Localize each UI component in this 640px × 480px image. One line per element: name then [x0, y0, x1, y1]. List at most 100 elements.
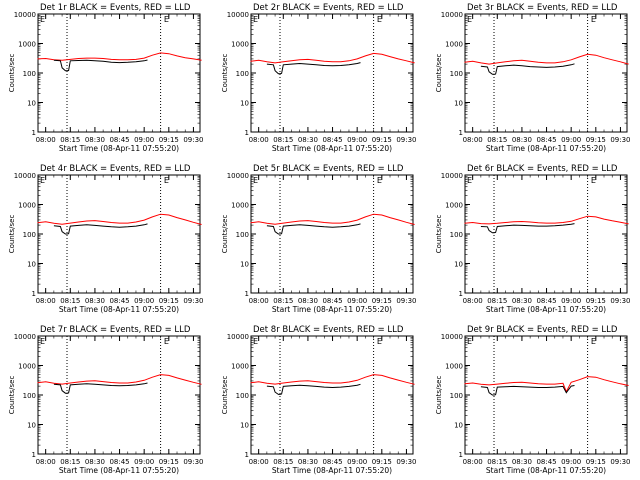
x-tick-label: 09:30 — [610, 136, 630, 144]
x-tick-label: 09:30 — [396, 297, 416, 305]
y-axis-label: Counts/sec — [8, 215, 16, 254]
y-axis-label: Counts/sec — [435, 54, 443, 93]
x-tick-label: 08:00 — [463, 136, 483, 144]
y-tick-label: 1 — [32, 129, 36, 137]
y-tick-label: 10000 — [14, 172, 36, 180]
y-tick-label: 10 — [27, 422, 36, 430]
chart-title: Det 7r BLACK = Events, RED = LLD — [40, 325, 191, 335]
x-tick-label: 08:30 — [512, 297, 532, 305]
x-tick-label: 08:45 — [536, 136, 556, 144]
x-tick-label: 09:00 — [561, 136, 581, 144]
chart-panel: Det 9r BLACK = Events, RED = LLD 1 10 100 10… — [435, 325, 631, 475]
lld-series-line — [250, 52, 415, 64]
y-tick-label: 10000 — [441, 172, 463, 180]
events-series-line — [266, 62, 361, 75]
x-tick-label: 08:45 — [536, 297, 556, 305]
y-tick-label: 100 — [23, 231, 36, 239]
y-tick-label: 1000 — [18, 41, 36, 49]
y-tick-label: 10000 — [14, 11, 36, 19]
y-axis-label: Counts/sec — [221, 54, 229, 93]
x-tick-label: 08:00 — [463, 297, 483, 305]
x-tick-label: 08:30 — [85, 458, 105, 466]
plot-frame — [464, 174, 628, 294]
lld-series-line — [464, 53, 629, 65]
x-tick-label: 09:15 — [159, 458, 179, 466]
x-tick-label: 09:00 — [134, 136, 154, 144]
lld-series-line — [464, 376, 629, 393]
plot-frame — [37, 13, 201, 133]
x-axis-label: Start Time (08-Apr-11 07:55:20) — [59, 144, 179, 153]
x-tick-label: 08:15 — [487, 297, 507, 305]
x-axis-label: Start Time (08-Apr-11 07:55:20) — [272, 305, 392, 314]
chart-title: Det 6r BLACK = Events, RED = LLD — [467, 164, 618, 174]
plot-frame — [37, 174, 201, 294]
y-tick-label: 10000 — [441, 333, 463, 341]
x-tick-label: 09:15 — [159, 297, 179, 305]
x-axis-label: Start Time (08-Apr-11 07:55:20) — [272, 144, 392, 153]
chart-title: Det 2r BLACK = Events, RED = LLD — [253, 3, 404, 13]
chart-title: Det 3r BLACK = Events, RED = LLD — [467, 3, 618, 13]
x-tick-label: 08:30 — [512, 458, 532, 466]
x-tick-label: 08:00 — [249, 458, 269, 466]
y-tick-label: 100 — [450, 70, 463, 78]
chart-panel: Det 8r BLACK = Events, RED = LLD 1 10 100 10… — [221, 325, 417, 475]
x-tick-label: 09:00 — [347, 136, 367, 144]
x-tick-label: 08:45 — [109, 136, 129, 144]
x-tick-label: 08:30 — [298, 297, 318, 305]
x-tick-label: 09:00 — [561, 458, 581, 466]
event-marker: E — [377, 176, 382, 185]
event-marker: E — [253, 176, 258, 185]
y-axis-label: Counts/sec — [435, 215, 443, 254]
plot-frame — [250, 13, 414, 133]
y-tick-label: 10000 — [227, 172, 249, 180]
events-series-line — [480, 385, 575, 396]
x-tick-label: 08:15 — [60, 458, 80, 466]
lld-series-line — [37, 52, 202, 61]
y-tick-label: 1000 — [445, 363, 463, 371]
x-tick-label: 09:00 — [134, 458, 154, 466]
x-axis-label: Start Time (08-Apr-11 07:55:20) — [272, 466, 392, 475]
y-tick-label: 10 — [240, 422, 249, 430]
y-tick-label: 1 — [459, 129, 463, 137]
x-tick-label: 08:45 — [536, 458, 556, 466]
x-tick-label: 08:00 — [249, 297, 269, 305]
y-tick-label: 10 — [240, 261, 249, 269]
x-tick-label: 08:00 — [463, 458, 483, 466]
events-series-line — [53, 382, 148, 394]
x-tick-label: 09:00 — [561, 297, 581, 305]
x-tick-label: 09:15 — [372, 297, 392, 305]
x-tick-label: 08:15 — [273, 458, 293, 466]
y-tick-label: 100 — [236, 392, 249, 400]
events-series-line — [266, 223, 361, 235]
x-tick-label: 08:30 — [298, 458, 318, 466]
x-tick-label: 09:15 — [372, 136, 392, 144]
y-tick-label: 100 — [450, 231, 463, 239]
x-tick-label: 09:15 — [159, 136, 179, 144]
x-tick-label: 09:00 — [347, 458, 367, 466]
chart-title: Det 8r BLACK = Events, RED = LLD — [253, 325, 404, 335]
plot-frame — [464, 335, 628, 455]
x-axis-label: Start Time (08-Apr-11 07:55:20) — [486, 466, 606, 475]
x-tick-label: 08:30 — [85, 136, 105, 144]
y-tick-label: 1 — [459, 451, 463, 459]
y-tick-label: 10 — [454, 261, 463, 269]
chart-title: Det 9r BLACK = Events, RED = LLD — [467, 325, 618, 335]
chart-panel: Det 4r BLACK = Events, RED = LLD 1 10 100 10… — [8, 164, 204, 314]
x-tick-label: 09:30 — [396, 136, 416, 144]
y-tick-label: 1 — [245, 290, 249, 298]
x-tick-label: 08:45 — [109, 297, 129, 305]
y-tick-label: 10000 — [14, 333, 36, 341]
y-tick-label: 10 — [454, 422, 463, 430]
event-marker: E — [40, 337, 45, 346]
event-marker: E — [253, 15, 258, 24]
x-axis-label: Start Time (08-Apr-11 07:55:20) — [59, 305, 179, 314]
x-tick-label: 08:45 — [322, 136, 342, 144]
y-tick-label: 10000 — [441, 11, 463, 19]
chart-panel: Det 6r BLACK = Events, RED = LLD 1 10 100 10… — [435, 164, 631, 314]
event-marker: E — [467, 337, 472, 346]
lld-series-line — [464, 215, 629, 225]
y-tick-label: 1000 — [445, 41, 463, 49]
x-tick-label: 08:15 — [487, 136, 507, 144]
events-series-line — [53, 223, 148, 235]
y-tick-label: 10 — [240, 100, 249, 108]
